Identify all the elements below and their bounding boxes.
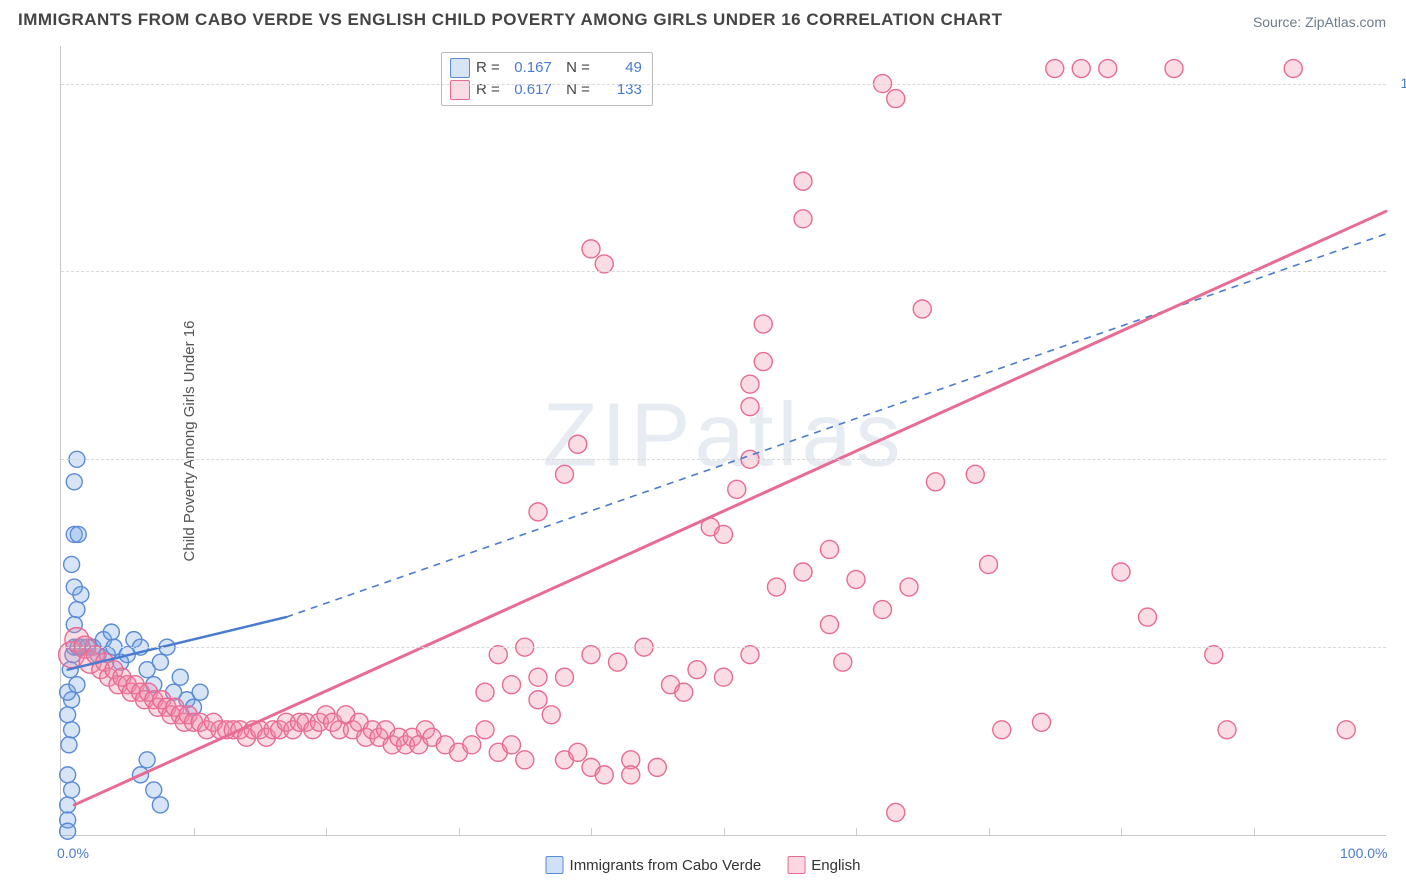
legend-row-series-b: R = 0.617 N = 133 (450, 79, 642, 101)
chart-title: IMMIGRANTS FROM CABO VERDE VS ENGLISH CH… (18, 10, 1002, 30)
swatch-series-a (450, 58, 470, 78)
chart-svg (61, 46, 1386, 835)
n-value-b: 133 (596, 79, 642, 101)
legend-item-b: English (787, 856, 860, 874)
legend-label-a: Immigrants from Cabo Verde (570, 857, 762, 874)
legend-row-series-a: R = 0.167 N = 49 (450, 57, 642, 79)
swatch-icon (787, 856, 805, 874)
x-tick-label: 100.0% (1340, 845, 1387, 861)
r-value-a: 0.167 (506, 57, 552, 79)
legend-item-a: Immigrants from Cabo Verde (546, 856, 762, 874)
legend-label-b: English (811, 857, 860, 874)
n-label: N = (558, 57, 590, 79)
n-value-a: 49 (596, 57, 642, 79)
swatch-icon (546, 856, 564, 874)
r-label: R = (476, 79, 500, 101)
n-label: N = (558, 79, 590, 101)
y-tick-label: 100.0% (1401, 75, 1406, 91)
plot-area: Child Poverty Among Girls Under 16 ZIPat… (60, 46, 1386, 836)
r-label: R = (476, 57, 500, 79)
x-tick-label: 0.0% (57, 845, 89, 861)
series-legend: Immigrants from Cabo Verde English (546, 856, 861, 874)
r-value-b: 0.617 (506, 79, 552, 101)
source-attribution: Source: ZipAtlas.com (1253, 14, 1386, 30)
correlation-legend: R = 0.167 N = 49 R = 0.617 N = 133 (441, 52, 653, 106)
